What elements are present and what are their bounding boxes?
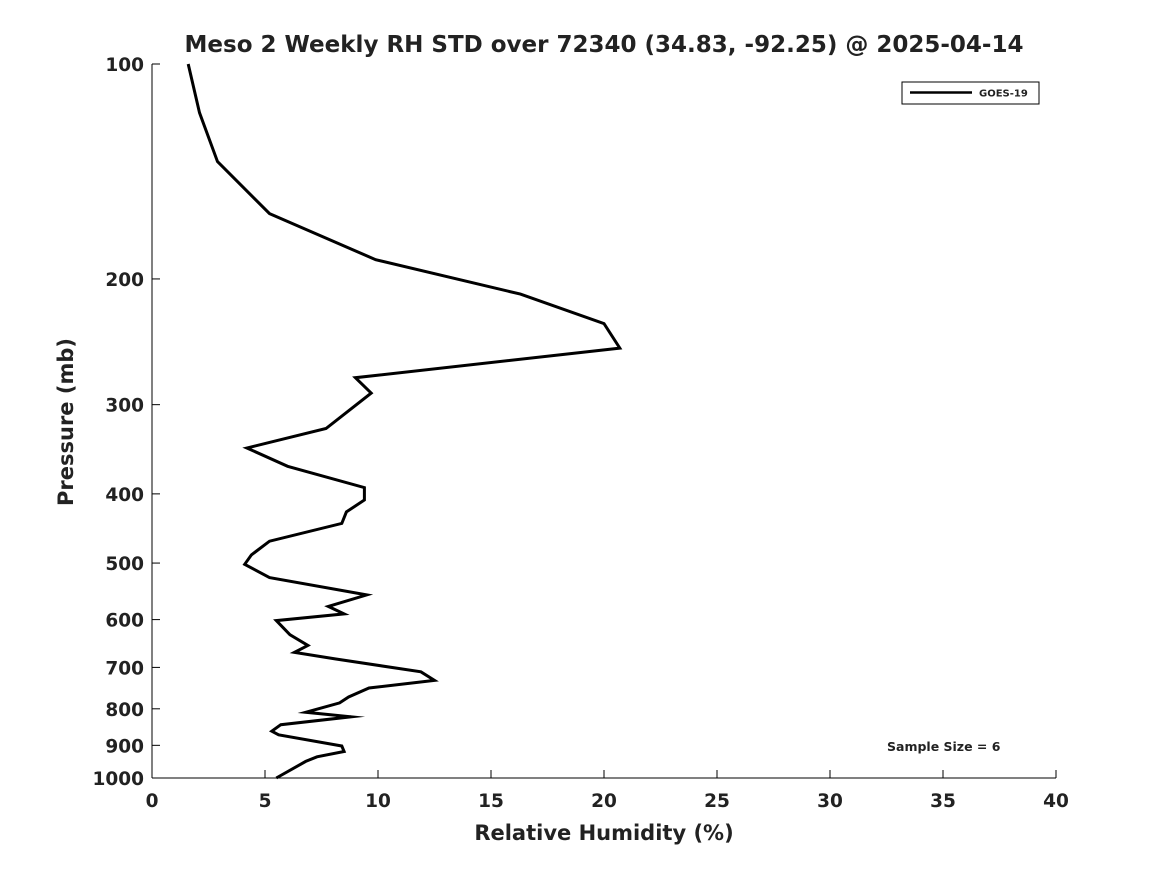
- x-tick-label: 5: [259, 791, 272, 812]
- x-tick-label: 0: [146, 791, 159, 812]
- y-tick-label: 100: [105, 55, 144, 76]
- y-tick-label: 600: [105, 611, 144, 632]
- x-tick-label: 20: [591, 791, 617, 812]
- y-axis-label: Pressure (mb): [54, 338, 78, 506]
- sample-size-annotation: Sample Size = 6: [887, 739, 1001, 754]
- legend-label-goes-19: GOES-19: [979, 89, 1028, 100]
- y-tick-label: 700: [105, 658, 144, 679]
- x-tick-label: 35: [930, 791, 956, 812]
- y-tick-label: 300: [105, 396, 144, 417]
- x-tick-label: 25: [704, 791, 730, 812]
- chart-title: Meso 2 Weekly RH STD over 72340 (34.83, …: [185, 32, 1024, 58]
- y-tick-label: 400: [105, 485, 144, 506]
- y-tick-label: 500: [105, 554, 144, 575]
- legend: GOES-19: [901, 81, 1040, 105]
- x-tick-label: 30: [817, 791, 843, 812]
- axis-ticks: 0 5 10 15 20 25 30 35 40 100 200 300 400 500 600 700 800…: [93, 55, 1069, 812]
- x-tick-label: 40: [1043, 791, 1069, 812]
- x-axis-label: Relative Humidity (%): [474, 821, 733, 845]
- x-tick-label: 15: [478, 791, 504, 812]
- series-line-goes-19: [186, 63, 623, 780]
- x-tick-label: 10: [365, 791, 391, 812]
- y-tick-label: 1000: [93, 769, 145, 790]
- y-tick-label: 200: [105, 270, 144, 291]
- y-tick-label: 800: [105, 700, 144, 721]
- series-layer: [186, 63, 623, 780]
- y-tick-label: 900: [105, 736, 144, 757]
- axes-frame: [151, 64, 1056, 779]
